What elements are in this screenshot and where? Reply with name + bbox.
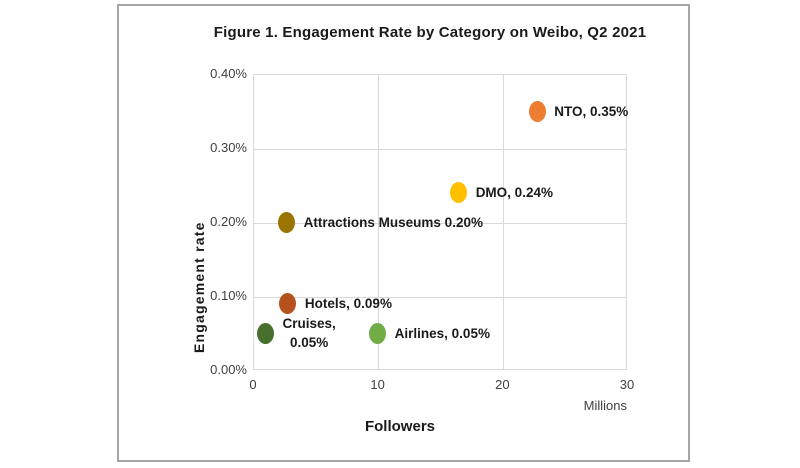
gridline-vertical xyxy=(378,75,380,369)
y-tick-label: 0.00% xyxy=(210,362,247,377)
chart-title: Figure 1. Engagement Rate by Category on… xyxy=(213,24,647,41)
data-point-label: DMO, 0.24% xyxy=(475,184,553,200)
x-axis-title: Followers xyxy=(364,418,435,435)
x-tick-label: 30 xyxy=(619,377,635,392)
data-point-label: Hotels, 0.09% xyxy=(304,295,392,311)
data-point-label: Cruises, 0.05% xyxy=(282,316,336,350)
plot-area xyxy=(253,74,627,370)
y-tick-label: 0.30% xyxy=(210,140,247,155)
data-point-cruises xyxy=(256,322,274,344)
data-point-label: Airlines, 0.05% xyxy=(394,325,490,341)
data-point-attractions-museums xyxy=(278,211,296,233)
gridline-horizontal xyxy=(254,296,626,298)
x-tick-label: 20 xyxy=(495,377,510,392)
x-tick-label: 10 xyxy=(370,377,385,392)
x-tick-label: 0 xyxy=(249,377,257,392)
y-tick-label: 0.40% xyxy=(210,66,247,81)
y-tick-label: 0.20% xyxy=(210,214,247,229)
gridline-horizontal xyxy=(254,148,626,150)
data-point-label: Attractions Museums 0.20% xyxy=(303,214,483,230)
x-axis-unit-label: Millions xyxy=(583,398,627,413)
data-point-nto xyxy=(528,100,546,122)
gridline-vertical xyxy=(502,75,504,369)
y-tick-label: 0.10% xyxy=(210,288,247,303)
gridline-horizontal xyxy=(254,222,626,224)
data-point-hotels xyxy=(279,292,297,314)
data-point-dmo xyxy=(450,181,468,203)
data-point-airlines xyxy=(369,322,387,344)
data-point-label: NTO, 0.35% xyxy=(554,103,629,119)
